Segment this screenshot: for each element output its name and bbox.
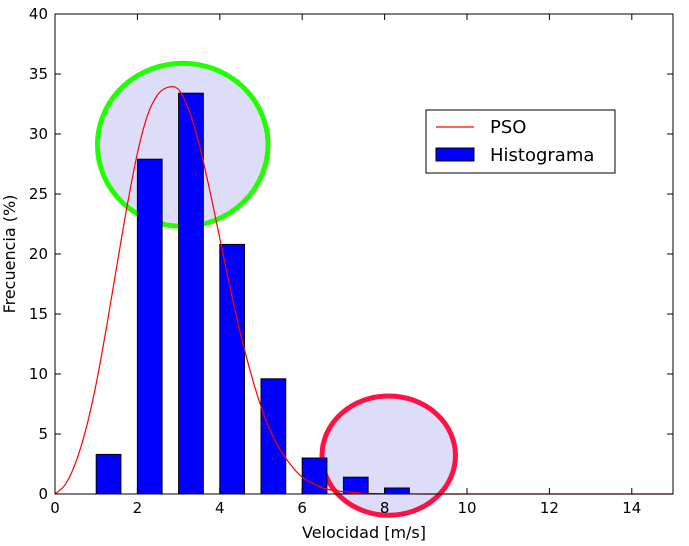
y-tick-label: 35 bbox=[29, 65, 48, 83]
x-tick-label: 2 bbox=[133, 499, 143, 517]
x-tick-label: 14 bbox=[622, 499, 641, 517]
x-axis-label: Velocidad [m/s] bbox=[302, 523, 426, 542]
histogram-bar bbox=[95, 453, 122, 495]
y-tick-label: 0 bbox=[38, 485, 48, 503]
histogram-bar bbox=[219, 243, 246, 495]
histogram-bar bbox=[384, 487, 410, 495]
x-tick-label: 10 bbox=[457, 499, 476, 517]
red-circle bbox=[319, 393, 458, 518]
bar-layer bbox=[95, 92, 410, 495]
y-tick-label: 30 bbox=[29, 125, 48, 143]
legend: PSO Histograma bbox=[425, 109, 616, 174]
x-tick-label: 0 bbox=[50, 499, 60, 517]
y-tick-label: 20 bbox=[29, 245, 48, 263]
legend-box bbox=[425, 109, 616, 174]
y-tick-label: 10 bbox=[29, 365, 48, 383]
y-tick-label: 15 bbox=[29, 305, 48, 323]
curve-layer bbox=[54, 86, 673, 495]
y-axis-label: Frecuencia (%) bbox=[0, 195, 19, 314]
legend-label-histograma: Histograma bbox=[490, 145, 594, 166]
legend-swatch-histograma bbox=[435, 147, 475, 162]
tick-layer: 0 2 4 6 8 10 12 14 0 5 10 15 20 25 30 35 40 bbox=[29, 5, 673, 517]
x-tick-label: 12 bbox=[540, 499, 559, 517]
y-tick-label: 5 bbox=[38, 425, 48, 443]
histogram-bar bbox=[136, 158, 163, 495]
x-tick-label: 6 bbox=[297, 499, 307, 517]
legend-label-pso: PSO bbox=[490, 117, 526, 138]
y-tick-label: 25 bbox=[29, 185, 48, 203]
y-tick-label: 40 bbox=[29, 5, 48, 23]
pso-curve bbox=[54, 86, 673, 495]
histogram-bar bbox=[178, 92, 204, 495]
x-tick-label: 8 bbox=[380, 499, 390, 517]
x-tick-label: 4 bbox=[215, 499, 225, 517]
